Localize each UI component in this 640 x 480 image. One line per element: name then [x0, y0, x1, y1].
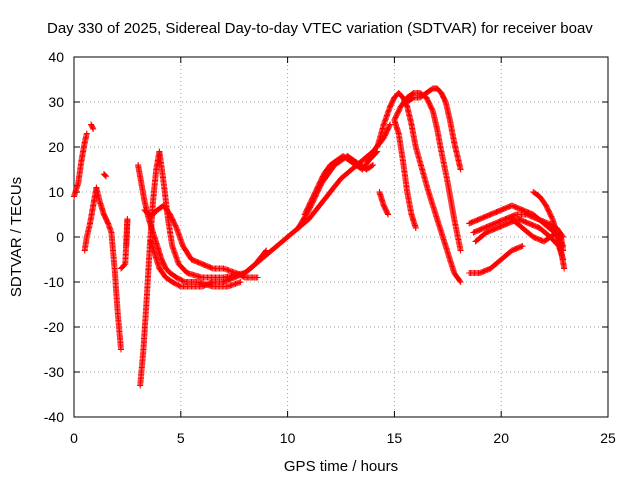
x-axis-label: GPS time / hours [284, 458, 398, 475]
series-arc8 [141, 202, 261, 281]
data-point [561, 265, 568, 272]
data-point [457, 247, 464, 254]
x-tick-label: 0 [70, 430, 78, 446]
data-point [118, 346, 124, 353]
data-point [385, 211, 391, 218]
data-point [457, 279, 464, 285]
data-point [123, 243, 130, 249]
y-tick-label: -10 [44, 274, 64, 290]
y-tick-label: 0 [56, 229, 64, 245]
data-point [412, 225, 419, 231]
data-point [387, 121, 394, 128]
data-point [369, 162, 375, 169]
series-arc7 [135, 162, 244, 290]
data-point [237, 279, 244, 285]
axis-ticks: 0 5 10 15 20 25 -40 -30 -20 -10 0 10 20 30 40 [44, 49, 616, 446]
y-tick-label: 10 [48, 184, 64, 200]
y-tick-label: 30 [48, 94, 64, 110]
data-point [90, 126, 97, 132]
x-tick-label: 5 [177, 430, 185, 446]
series-arc23 [530, 189, 568, 272]
series-arc15 [404, 85, 464, 173]
series-arc18 [466, 243, 526, 276]
data-point [519, 243, 526, 249]
series-arc5 [118, 216, 131, 272]
series-arc3 [88, 121, 97, 132]
data-point [456, 277, 463, 284]
data-point [83, 130, 90, 137]
x-tick-label: 20 [493, 430, 509, 446]
x-tick-label: 15 [387, 430, 403, 446]
data-point [370, 162, 376, 168]
data-point [103, 173, 109, 180]
x-tick-label: 10 [280, 430, 296, 446]
series-arc17 [376, 189, 391, 218]
series-arc2 [81, 184, 124, 353]
data-point [386, 122, 393, 129]
x-tick-label: 25 [600, 430, 616, 446]
data-point [254, 274, 261, 281]
series-arc13 [374, 90, 464, 285]
series-arc16 [391, 117, 419, 231]
data-point [457, 166, 464, 173]
data-point [373, 149, 380, 156]
data-points [71, 85, 568, 389]
series-arc1 [71, 130, 90, 200]
y-tick-label: -20 [44, 319, 64, 335]
y-tick-label: 40 [48, 49, 64, 65]
data-point [102, 172, 109, 179]
y-axis-label: SDTVAR / TECUs [8, 177, 25, 297]
y-tick-label: -40 [44, 409, 64, 425]
series-arc12 [301, 148, 381, 218]
y-tick-label: 20 [48, 139, 64, 155]
series-arc4 [100, 171, 109, 180]
y-tick-label: -30 [44, 364, 64, 380]
chart-title: Day 330 of 2025, Sidereal Day-to-day VTE… [47, 20, 593, 37]
